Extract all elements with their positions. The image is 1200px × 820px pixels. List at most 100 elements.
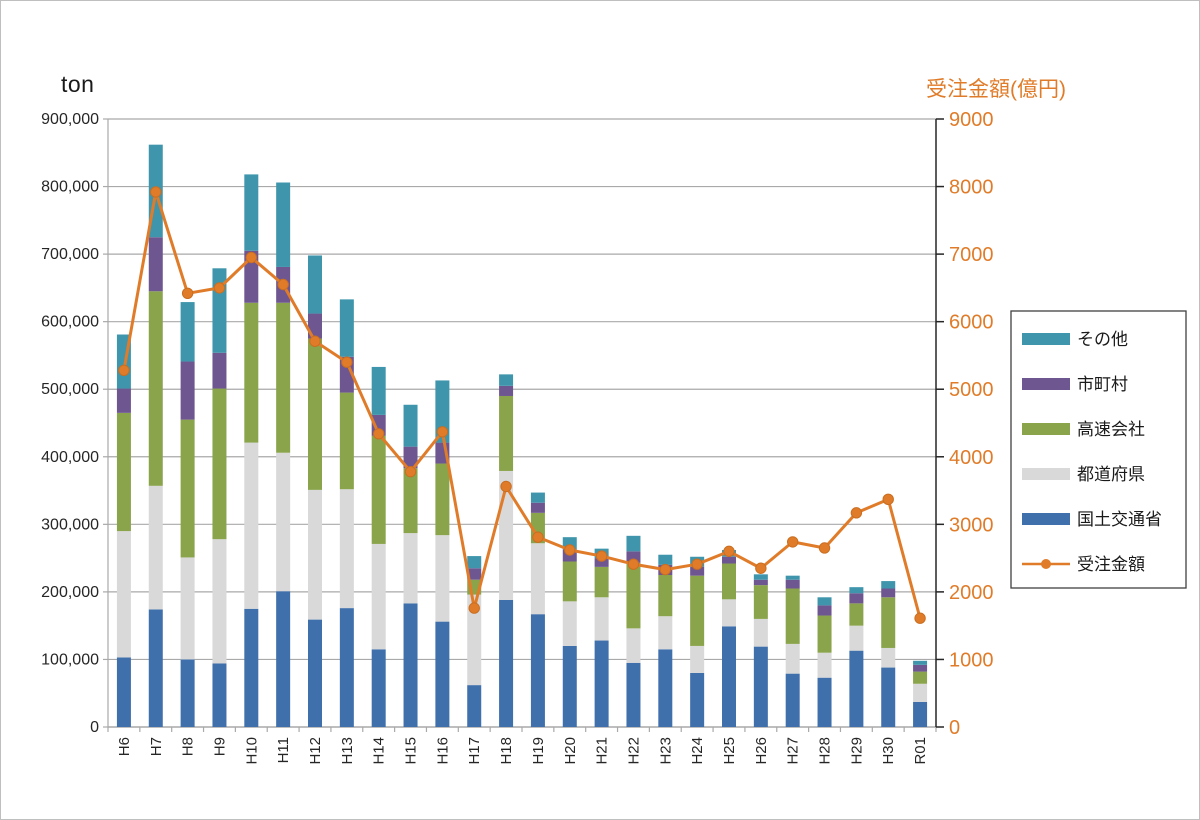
x-axis-category-label: H11 (275, 737, 292, 763)
left-axis-title: ton (61, 71, 95, 97)
legend-swatch (1022, 333, 1070, 345)
x-axis-category-label: H30 (880, 737, 897, 765)
order-amount-marker (564, 544, 576, 556)
bar-segment-都道府県 (817, 652, 832, 678)
bar-segment-国土交通省 (308, 619, 322, 727)
legend-swatch (1022, 513, 1070, 525)
bar-segment-高速会社 (562, 561, 577, 602)
legend-label: 都道府県 (1077, 465, 1145, 484)
bar-segment-その他 (881, 581, 896, 589)
bar-segment-都道府県 (403, 533, 418, 604)
left-axis-tick-label: 500,000 (41, 381, 99, 398)
right-axis-tick-label: 6000 (949, 312, 994, 334)
x-axis-category-label: H20 (562, 737, 579, 765)
bar-segment-都道府県 (530, 543, 545, 615)
right-axis-tick-label: 9000 (949, 109, 994, 131)
bar-segment-高速会社 (817, 615, 832, 653)
bar-segment-高速会社 (690, 575, 705, 646)
x-axis-category-label: H9 (211, 737, 228, 756)
bar-segment-市町村 (881, 588, 896, 598)
x-axis-category-label: R01 (912, 737, 929, 765)
bar-segment-市町村 (785, 579, 800, 589)
order-amount-marker (627, 558, 640, 570)
legend-label: 高速会社 (1077, 420, 1145, 439)
bar-segment-その他 (371, 366, 386, 415)
bar-segment-都道府県 (690, 645, 705, 673)
order-amount-marker (818, 542, 831, 554)
left-axis-tick-label: 100,000 (41, 651, 99, 668)
bar-segment-都道府県 (116, 531, 131, 658)
order-amount-marker (181, 287, 194, 299)
bar-segment-国土交通省 (626, 662, 641, 727)
bar-segment-国土交通省 (722, 626, 736, 727)
bar-segment-高速会社 (881, 597, 896, 648)
bar-segment-市町村 (594, 558, 609, 567)
right-axis-tick-label: 8000 (949, 177, 994, 199)
x-axis-category-label: H13 (339, 737, 356, 765)
bar-segment-高速会社 (212, 388, 227, 540)
order-amount-marker (404, 465, 417, 478)
x-axis-category-label: H28 (817, 737, 834, 765)
right-axis-tick-label: 1000 (949, 649, 994, 671)
bar-segment-その他 (530, 492, 545, 503)
bar-segment-都道府県 (371, 543, 386, 650)
bar-segment-高速会社 (626, 562, 641, 629)
bar-segment-高速会社 (339, 392, 354, 490)
x-axis-category-label: H21 (594, 737, 611, 765)
order-amount-marker (691, 558, 703, 570)
bar-segment-国土交通省 (817, 677, 832, 727)
bar-segment-市町村 (753, 579, 768, 586)
bar-segment-その他 (626, 535, 641, 552)
bar-segment-その他 (849, 587, 864, 594)
bar-segment-国土交通省 (530, 614, 545, 727)
bar-segment-高速会社 (753, 585, 768, 619)
bar-segment-市町村 (180, 361, 195, 420)
bar-segment-国土交通省 (881, 667, 896, 727)
bar-segment-市町村 (403, 446, 418, 469)
bar-segment-都道府県 (244, 442, 259, 609)
order-amount-marker (882, 493, 894, 506)
bar-segment-市町村 (148, 237, 163, 292)
bar-segment-国土交通省 (785, 673, 800, 727)
bar-segment-都道府県 (212, 539, 227, 664)
bar-segment-国土交通省 (499, 599, 514, 727)
bar-segment-高速会社 (308, 338, 322, 490)
bar-segment-都道府県 (594, 597, 609, 641)
legend-line-marker (1041, 559, 1051, 569)
bar-segment-市町村 (467, 568, 482, 580)
right-axis-tick-label: 5000 (949, 379, 994, 401)
bar-segment-国土交通省 (562, 645, 577, 727)
bar-segment-その他 (499, 374, 514, 386)
bar-segment-都道府県 (467, 594, 482, 686)
bar-segment-都道府県 (148, 485, 163, 610)
bar-segment-市町村 (817, 605, 832, 616)
bar-segment-国土交通省 (371, 649, 386, 727)
bar-segment-その他 (212, 268, 227, 353)
x-axis-category-label: H16 (434, 737, 451, 765)
bar-segment-国土交通省 (913, 702, 928, 727)
bar-segment-市町村 (626, 551, 641, 563)
x-axis-category-label: H10 (243, 737, 260, 765)
bar-segment-国土交通省 (435, 621, 450, 727)
order-amount-marker (213, 282, 226, 294)
left-axis-tick-label: 800,000 (41, 179, 99, 196)
order-amount-marker (468, 602, 480, 614)
bar-segment-国土交通省 (594, 640, 609, 727)
bar-segment-高速会社 (594, 566, 609, 598)
right-axis-tick-label: 0 (949, 717, 960, 739)
bar-segment-市町村 (690, 566, 705, 576)
bar-segment-高速会社 (499, 395, 514, 471)
order-amount-marker (500, 480, 512, 493)
x-axis-category-label: H7 (148, 737, 165, 756)
right-axis-tick-label: 3000 (949, 514, 994, 536)
order-amount-marker (372, 428, 385, 440)
order-amount-marker (309, 335, 321, 347)
bar-segment-高速会社 (180, 419, 195, 558)
bar-segment-都道府県 (435, 535, 450, 622)
legend-swatch (1022, 423, 1070, 435)
bar-segment-都道府県 (339, 489, 354, 609)
bar-segment-高速会社 (849, 603, 864, 626)
bar-segment-高速会社 (116, 412, 131, 532)
bar-segment-国土交通省 (339, 608, 354, 727)
bar-segment-国土交通省 (690, 672, 705, 727)
